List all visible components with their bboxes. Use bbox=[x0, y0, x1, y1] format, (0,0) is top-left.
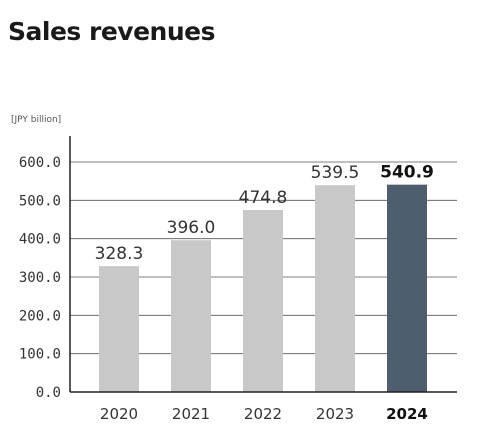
bar-2023 bbox=[315, 185, 355, 392]
y-tick-label: 200.0 bbox=[19, 308, 61, 324]
bar-2021 bbox=[171, 240, 211, 392]
y-tick-label: 0.0 bbox=[36, 385, 61, 401]
data-label-2024: 540.9 bbox=[380, 163, 434, 183]
y-tick-label: 400.0 bbox=[19, 232, 61, 248]
y-tick-label: 600.0 bbox=[19, 155, 61, 171]
y-tick-label: 300.0 bbox=[19, 270, 61, 286]
bar-2024 bbox=[387, 184, 427, 392]
data-label-2020: 328.3 bbox=[95, 244, 144, 264]
data-label-2023: 539.5 bbox=[311, 163, 360, 183]
x-tick-label-2020: 2020 bbox=[100, 405, 138, 423]
bar-2020 bbox=[99, 266, 139, 392]
y-unit-label: [JPY billion] bbox=[11, 115, 61, 125]
x-tick-label-2024: 2024 bbox=[386, 405, 428, 423]
bar-2022 bbox=[243, 209, 283, 392]
x-tick-label-2021: 2021 bbox=[172, 405, 210, 423]
y-tick-label: 500.0 bbox=[19, 193, 61, 209]
data-label-2021: 396.0 bbox=[167, 218, 216, 238]
y-tick-label: 100.0 bbox=[19, 347, 61, 363]
x-tick-label-2022: 2022 bbox=[244, 405, 282, 423]
x-tick-label-2023: 2023 bbox=[316, 405, 354, 423]
data-label-2022: 474.8 bbox=[239, 188, 288, 208]
page-title: Sales revenues bbox=[8, 17, 215, 46]
